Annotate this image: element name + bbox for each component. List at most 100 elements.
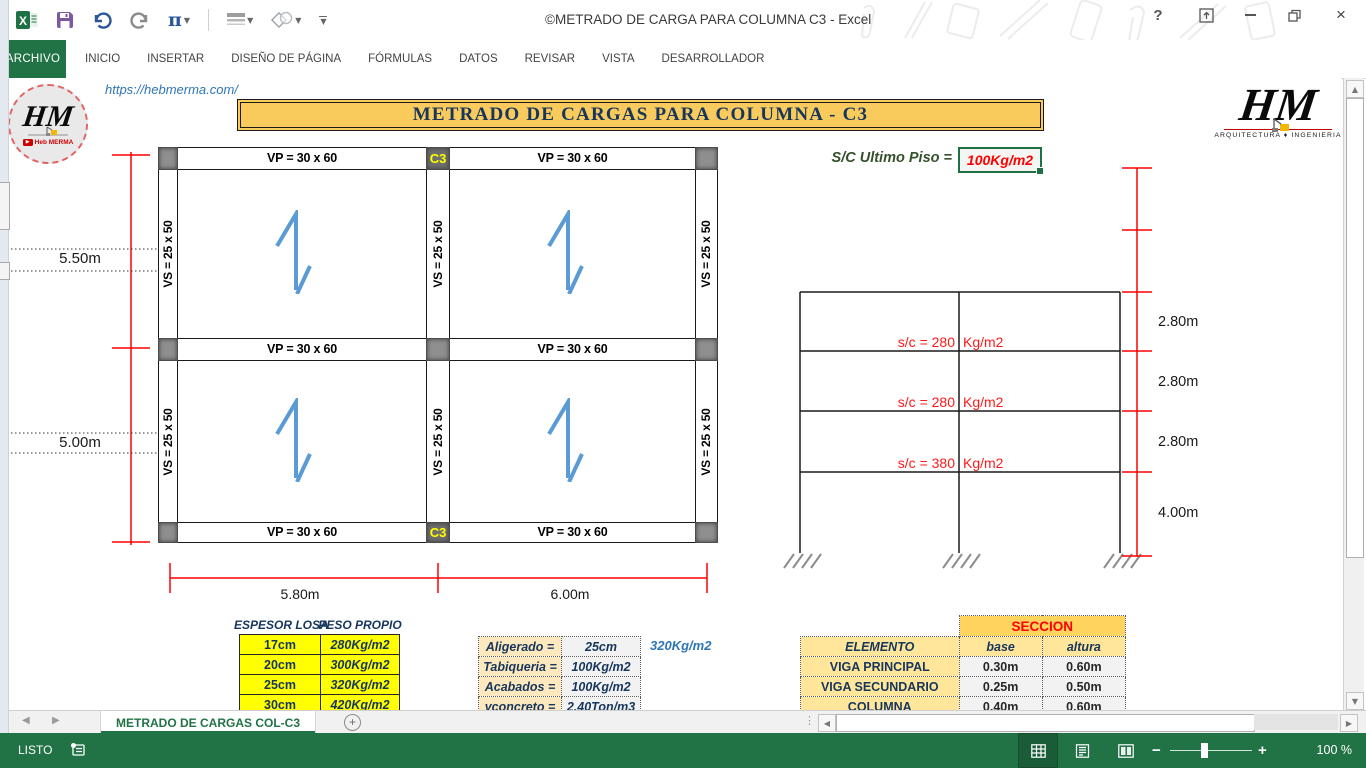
zoom-out-button[interactable]: − bbox=[1152, 742, 1161, 759]
help-button[interactable]: ? bbox=[1153, 6, 1163, 24]
vertical-scrollbar[interactable]: ▲ ▼ bbox=[1343, 78, 1364, 710]
tab-revisar[interactable]: REVISAR bbox=[524, 53, 576, 65]
cell[interactable]: 25cm bbox=[239, 674, 321, 695]
cell[interactable]: Aligerado = bbox=[478, 636, 562, 657]
selected-cell-sc-value[interactable]: 100Kg/m2 bbox=[958, 147, 1044, 175]
paperclip-doodle-2 bbox=[1127, 5, 1146, 44]
tab-diseno-de-pagina[interactable]: DISEÑO DE PÁGINA bbox=[231, 53, 342, 65]
cell[interactable]: Tabiqueria = bbox=[478, 656, 562, 677]
cell[interactable]: 25cm bbox=[561, 636, 641, 657]
floor-plan: C3 C3 VP = 30 x 60 VP = 30 x 60 VP = 30 … bbox=[158, 147, 718, 543]
cell[interactable]: COLUMNA bbox=[800, 696, 960, 710]
cell[interactable]: 280Kg/m2 bbox=[320, 634, 400, 655]
tab-splitter-handle[interactable]: ⋮ bbox=[804, 715, 815, 727]
cell[interactable]: 17cm bbox=[239, 634, 321, 655]
zoom-level[interactable]: 100 % bbox=[1316, 743, 1352, 757]
vertical-scrollbar-thumb[interactable] bbox=[1346, 98, 1364, 558]
tab-formulas[interactable]: FÓRMULAS bbox=[368, 53, 433, 65]
scroll-up-button[interactable]: ▲ bbox=[1346, 80, 1364, 98]
zoom-slider-thumb[interactable] bbox=[1201, 743, 1208, 758]
table-row: ELEMENTO base altura bbox=[800, 636, 1127, 657]
horizontal-scrollbar-track[interactable] bbox=[1254, 714, 1338, 730]
zoom-in-button[interactable]: + bbox=[1258, 742, 1267, 759]
cell[interactable]: 100Kg/m2 bbox=[561, 656, 641, 677]
line-style-button[interactable]: ▼ bbox=[225, 7, 255, 33]
seccion-title-cell[interactable]: SECCION bbox=[958, 615, 1126, 637]
cell[interactable]: VIGA PRINCIPAL bbox=[800, 656, 960, 677]
cell[interactable]: 30cm bbox=[239, 694, 321, 710]
website-link[interactable]: https://hebmerma.com/ bbox=[105, 82, 238, 97]
dim-bottom-right: 6.00m bbox=[550, 586, 590, 602]
tab-insertar[interactable]: INSERTAR bbox=[147, 53, 205, 65]
phone-doodle bbox=[1069, 0, 1103, 43]
cell[interactable]: 420Kg/m2 bbox=[320, 694, 400, 710]
quick-access-toolbar: X π ▼ ▼ ▼ ▼ bbox=[8, 0, 329, 40]
zoom-slider-track[interactable] bbox=[1170, 750, 1252, 751]
company-logo-right: HM ARQUITECTURA ♦ INGENIERIA bbox=[1214, 79, 1340, 139]
next-sheet-button[interactable]: ▶ bbox=[52, 715, 60, 726]
sheet-tab-bar: ◀ ▶ METRADO DE CARGAS COL-C3 + ⋮ ◀ ▶ bbox=[0, 710, 1366, 734]
add-sheet-button[interactable]: + bbox=[344, 714, 361, 731]
status-mode: LISTO bbox=[18, 743, 53, 757]
table-row: γconcreto = 2.40Ton/m3 bbox=[478, 696, 641, 710]
cell[interactable]: 320Kg/m2 bbox=[320, 674, 400, 695]
scroll-right-button[interactable]: ▶ bbox=[1340, 714, 1358, 732]
cell[interactable]: 0.50m bbox=[1041, 676, 1127, 697]
cell[interactable]: Acabados = bbox=[478, 676, 562, 697]
save-button[interactable] bbox=[54, 7, 76, 33]
logo-caption: ARQUITECTURA ♦ INGENIERIA bbox=[1214, 132, 1341, 139]
cell[interactable]: 0.40m bbox=[958, 696, 1043, 710]
page-break-preview-button[interactable] bbox=[1106, 733, 1146, 768]
cell[interactable]: 0.60m bbox=[1041, 696, 1127, 710]
column-square bbox=[158, 522, 178, 543]
undo-button[interactable] bbox=[90, 7, 114, 33]
cell[interactable]: base bbox=[958, 636, 1043, 657]
cell[interactable]: 0.25m bbox=[958, 676, 1043, 697]
window-left-edge bbox=[0, 0, 9, 733]
cell[interactable]: γconcreto = bbox=[478, 696, 562, 710]
peso-propio-header: PESO PROPIO bbox=[318, 618, 402, 632]
sheet-tab-metrado[interactable]: METRADO DE CARGAS COL-C3 bbox=[100, 711, 316, 734]
restore-button[interactable] bbox=[1280, 0, 1308, 30]
cell[interactable]: 2.40Ton/m3 bbox=[561, 696, 641, 710]
minimize-button[interactable] bbox=[1236, 0, 1264, 30]
cell[interactable]: ELEMENTO bbox=[800, 636, 960, 657]
scroll-down-button[interactable]: ▼ bbox=[1346, 692, 1364, 710]
page-title: METRADO DE CARGAS PARA COLUMNA - C3 bbox=[237, 99, 1044, 131]
page-layout-view-button[interactable] bbox=[1062, 733, 1102, 768]
cell[interactable]: 0.60m bbox=[1041, 656, 1127, 677]
tab-archivo[interactable]: ARCHIVO bbox=[0, 40, 66, 78]
redo-button[interactable] bbox=[128, 7, 152, 33]
cell[interactable]: 300Kg/m2 bbox=[320, 654, 400, 675]
tab-inicio[interactable]: INICIO bbox=[85, 53, 121, 65]
column-c3-bottom: C3 bbox=[426, 522, 450, 543]
pencil-doodle bbox=[904, 1, 933, 39]
cell[interactable]: altura bbox=[1041, 636, 1127, 657]
vs-beam-label: VS = 25 x 50 bbox=[431, 220, 445, 288]
vs-beam-label: VS = 25 x 50 bbox=[431, 408, 445, 476]
cell-fill-handle[interactable] bbox=[1036, 167, 1044, 175]
vs-beam-label: VS = 25 x 50 bbox=[699, 408, 713, 476]
tab-vista[interactable]: VISTA bbox=[602, 53, 635, 65]
normal-view-button[interactable] bbox=[1018, 733, 1058, 768]
prev-sheet-button[interactable]: ◀ bbox=[22, 715, 30, 726]
horizontal-scrollbar-thumb[interactable] bbox=[836, 714, 1255, 732]
macro-record-button[interactable] bbox=[70, 742, 86, 762]
cell[interactable]: 20cm bbox=[239, 654, 321, 675]
worksheet: HM ▶ Heb MERMA https://hebmerma.com/ MET… bbox=[0, 78, 1341, 710]
cell[interactable]: VIGA SECUNDARIO bbox=[800, 676, 960, 697]
table-row: SECCION bbox=[801, 615, 1126, 637]
ribbon-display-options-button[interactable] bbox=[1192, 0, 1220, 30]
cell[interactable]: 100Kg/m2 bbox=[561, 676, 641, 697]
vs-beam-label: VS = 25 x 50 bbox=[699, 220, 713, 288]
customize-qat-button[interactable]: ▼ bbox=[317, 7, 329, 33]
scroll-left-button[interactable]: ◀ bbox=[818, 714, 836, 732]
shapes-button[interactable]: ▼ bbox=[269, 7, 303, 33]
tab-desarrollador[interactable]: DESARROLLADOR bbox=[661, 53, 765, 65]
equation-pi-button[interactable]: π ▼ bbox=[166, 7, 192, 33]
close-button[interactable]: × bbox=[1336, 5, 1346, 24]
cell[interactable]: 0.30m bbox=[958, 656, 1043, 677]
tab-datos[interactable]: DATOS bbox=[459, 53, 498, 65]
company-logo-left: HM ▶ Heb MERMA bbox=[8, 84, 88, 164]
